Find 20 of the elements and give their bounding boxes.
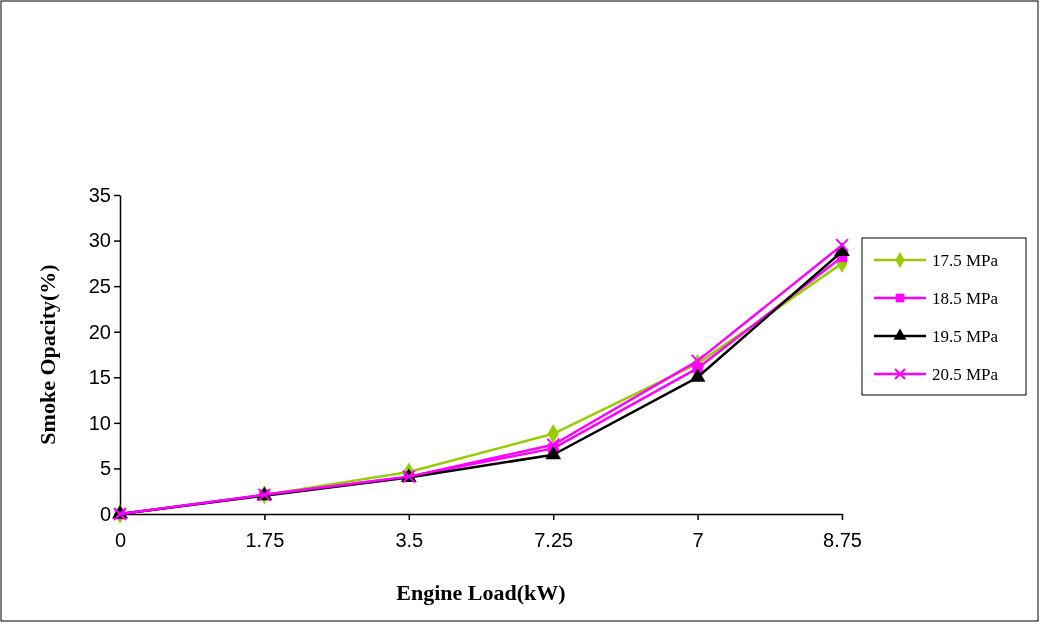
y-tick-label: 30 [88,229,111,252]
x-tick-label: 0 [114,529,127,551]
y-tick-label: 0 [99,502,111,525]
x-tick-label: 1.75 [245,529,285,551]
legend-label: 18.5 MPa [932,289,999,308]
x-axis-title: Engine Load(kW) [396,580,566,605]
legend-label: 19.5 MPa [932,327,999,346]
x-tick-label: 7.25 [534,529,574,551]
y-tick-label: 15 [88,366,111,389]
y-tick-label: 5 [99,457,111,480]
legend-label: 17.5 MPa [932,251,999,270]
x-tick-label: 7 [692,529,704,551]
y-tick-label: 25 [88,275,111,298]
y-axis-title: Smoke Opacity(%) [35,264,60,445]
y-tick-label: 20 [88,320,111,343]
y-tick-label: 10 [88,411,111,434]
y-tick-label: 35 [88,183,111,206]
x-tick-label: 8.75 [823,529,862,551]
legend-label: 20.5 MPa [932,365,999,384]
x-tick-label: 3.5 [395,529,424,551]
